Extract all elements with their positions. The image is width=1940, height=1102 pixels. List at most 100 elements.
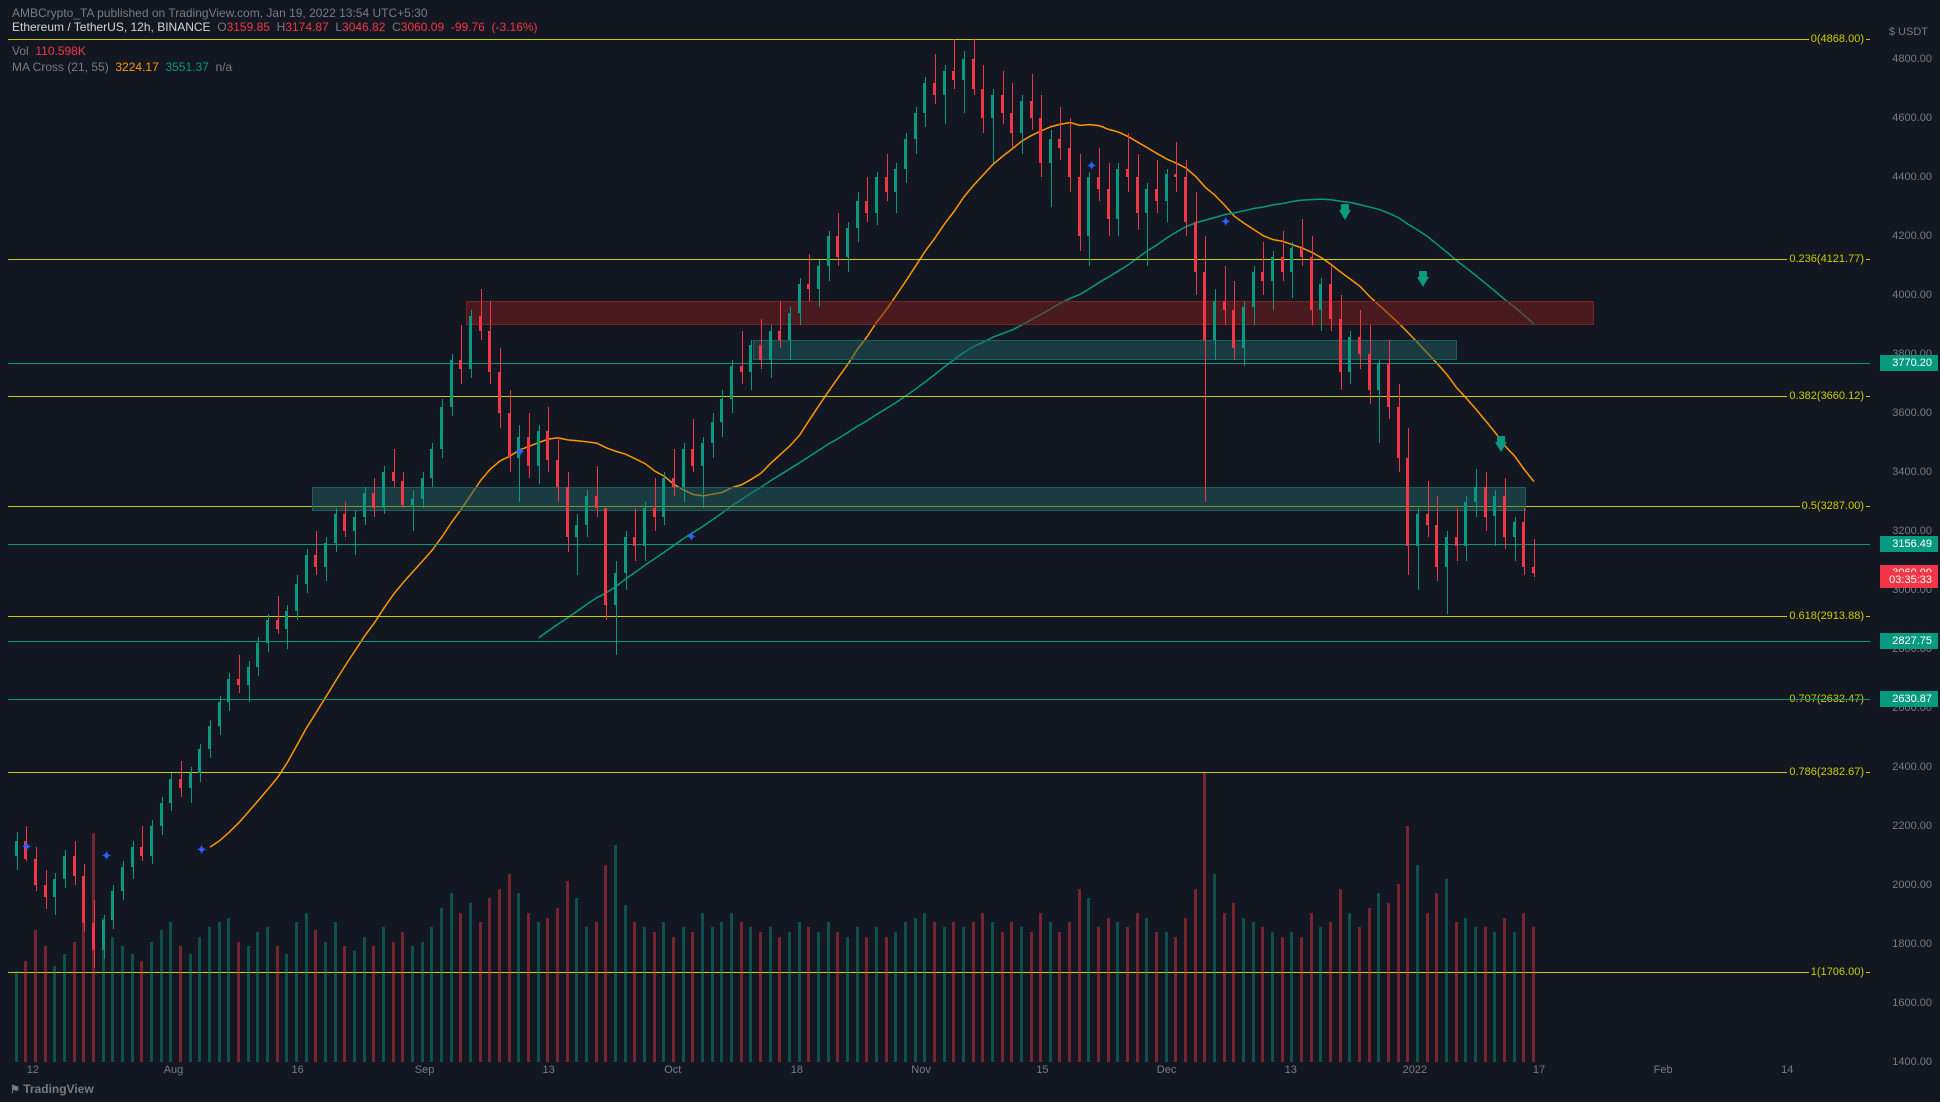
volume-bar[interactable] [769, 927, 772, 1062]
volume-bar[interactable] [218, 922, 221, 1062]
volume-bar[interactable] [720, 922, 723, 1062]
volume-bar[interactable] [92, 833, 95, 1062]
volume-bar[interactable] [353, 951, 356, 1062]
candle-body[interactable] [962, 59, 965, 80]
candle-body[interactable] [759, 345, 762, 360]
volume-bar[interactable] [1165, 932, 1168, 1062]
volume-bar[interactable] [421, 942, 424, 1062]
candle-body[interactable] [575, 525, 578, 537]
volume-bar[interactable] [150, 942, 153, 1062]
candle-body[interactable] [788, 313, 791, 340]
candle-body[interactable] [1348, 337, 1351, 372]
volume-bar[interactable] [382, 927, 385, 1062]
candle-body[interactable] [1116, 169, 1119, 219]
candle-body[interactable] [604, 508, 607, 605]
candle-body[interactable] [44, 885, 47, 897]
candle-body[interactable] [740, 366, 743, 372]
volume-bar[interactable] [198, 937, 201, 1062]
volume-bar[interactable] [711, 927, 714, 1062]
candle-body[interactable] [1242, 307, 1245, 348]
fib-line[interactable] [8, 259, 1870, 260]
candle-body[interactable] [1503, 496, 1506, 537]
volume-bar[interactable] [295, 922, 298, 1062]
volume-bar[interactable] [372, 946, 375, 1062]
volume-bar[interactable] [827, 922, 830, 1062]
candle-body[interactable] [778, 331, 781, 340]
candle-body[interactable] [1261, 272, 1264, 281]
volume-bar[interactable] [865, 937, 868, 1062]
volume-bar[interactable] [256, 932, 259, 1062]
volume-bar[interactable] [1310, 913, 1313, 1062]
candle-body[interactable] [769, 331, 772, 360]
candle-body[interactable] [1426, 514, 1429, 526]
volume-bar[interactable] [363, 937, 366, 1062]
volume-bar[interactable] [1001, 932, 1004, 1062]
candle-body[interactable] [15, 841, 18, 856]
candle-body[interactable] [846, 228, 849, 257]
volume-bar[interactable] [44, 946, 47, 1062]
volume-bar[interactable] [1474, 927, 1477, 1062]
volume-bar[interactable] [624, 905, 627, 1062]
candle-body[interactable] [508, 413, 511, 457]
candle-body[interactable] [1078, 177, 1081, 236]
volume-bar[interactable] [1329, 922, 1332, 1062]
volume-bar[interactable] [1290, 932, 1293, 1062]
candle-body[interactable] [1271, 257, 1274, 281]
volume-bar[interactable] [343, 946, 346, 1062]
volume-bar[interactable] [691, 932, 694, 1062]
volume-bar[interactable] [894, 932, 897, 1062]
candle-body[interactable] [1136, 177, 1139, 212]
supply-zone[interactable] [466, 301, 1594, 325]
volume-bar[interactable] [943, 927, 946, 1062]
candle-body[interactable] [1068, 148, 1071, 177]
volume-bar[interactable] [15, 971, 18, 1063]
candle-body[interactable] [894, 169, 897, 193]
volume-bar[interactable] [1194, 889, 1197, 1062]
candle-body[interactable] [1464, 502, 1467, 546]
candle-body[interactable] [1174, 174, 1177, 177]
volume-bar[interactable] [981, 913, 984, 1062]
candle-body[interactable] [1300, 248, 1303, 257]
candle-body[interactable] [1358, 337, 1361, 355]
volume-bar[interactable] [749, 927, 752, 1062]
candle-body[interactable] [227, 679, 230, 703]
candle-body[interactable] [459, 360, 462, 369]
volume-bar[interactable] [1087, 898, 1090, 1062]
volume-bar[interactable] [1049, 922, 1052, 1062]
candle-body[interactable] [1435, 525, 1438, 566]
candle-body[interactable] [933, 83, 936, 95]
candle-body[interactable] [952, 71, 955, 80]
volume-bar[interactable] [1184, 918, 1187, 1062]
candle-body[interactable] [266, 620, 269, 644]
volume-bar[interactable] [653, 932, 656, 1062]
support-line[interactable] [8, 544, 1870, 545]
candle-body[interactable] [1397, 407, 1400, 457]
candle-body[interactable] [1058, 139, 1061, 148]
candle-body[interactable] [285, 611, 288, 629]
volume-bar[interactable] [923, 913, 926, 1062]
candle-body[interactable] [904, 139, 907, 168]
candle-body[interactable] [566, 487, 569, 537]
volume-bar[interactable] [1406, 826, 1409, 1062]
candle-body[interactable] [430, 449, 433, 478]
volume-bar[interactable] [1145, 918, 1148, 1062]
candle-body[interactable] [1020, 101, 1023, 133]
candle-body[interactable] [1455, 537, 1458, 546]
candle-body[interactable] [1532, 567, 1535, 573]
volume-bar[interactable] [778, 937, 781, 1062]
volume-bar[interactable] [179, 946, 182, 1062]
volume-bar[interactable] [440, 908, 443, 1062]
volume-bar[interactable] [1358, 927, 1361, 1062]
fib-line[interactable] [8, 396, 1870, 397]
candle-body[interactable] [923, 83, 926, 112]
volume-bar[interactable] [1397, 884, 1400, 1062]
volume-bar[interactable] [63, 954, 66, 1062]
volume-bar[interactable] [604, 865, 607, 1062]
volume-bar[interactable] [1223, 913, 1226, 1062]
volume-bar[interactable] [121, 946, 124, 1062]
volume-bar[interactable] [1271, 932, 1274, 1062]
candle-body[interactable] [1126, 169, 1129, 178]
candle-body[interactable] [169, 779, 172, 803]
demand-zone[interactable] [312, 487, 1526, 511]
volume-bar[interactable] [1261, 927, 1264, 1062]
